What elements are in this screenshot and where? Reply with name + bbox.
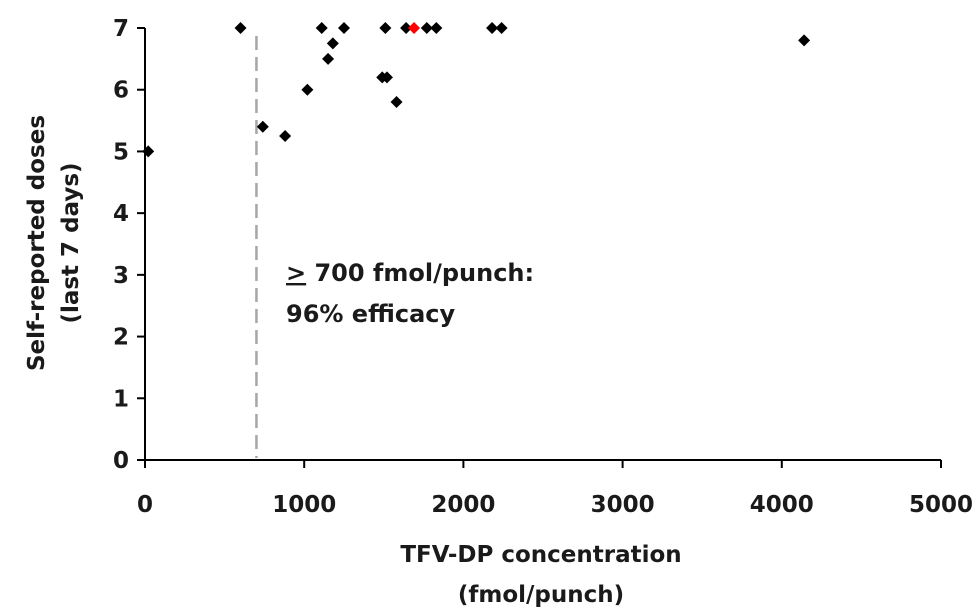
data-point [322, 52, 335, 65]
data-point [326, 37, 339, 50]
data-point [390, 96, 403, 109]
y-tick-label: 6 [113, 78, 129, 104]
y-tick-label: 0 [113, 448, 129, 474]
data-point-highlighted [408, 22, 421, 34]
x-tick-label: 0 [137, 492, 153, 518]
annotation-line-1: > 700 fmol/punch: [286, 259, 534, 287]
data-point [798, 34, 811, 47]
threshold-annotation: > 700 fmol/punch: 96% efficacy [286, 259, 534, 328]
data-point [486, 22, 499, 34]
data-point [430, 22, 443, 34]
data-point [338, 22, 350, 34]
data-point [400, 22, 413, 34]
annotation-symbol: > [286, 259, 306, 287]
data-point [301, 83, 314, 96]
x-axis-title: TFV-DP concentration (fmol/punch) [400, 542, 681, 608]
x-axis-title-line-2: (fmol/punch) [458, 582, 624, 608]
data-point [420, 22, 433, 34]
data-point [234, 22, 247, 34]
y-tick-label: 2 [113, 325, 129, 351]
annotation-line-1-text: 700 fmol/punch: [306, 259, 534, 287]
x-tick-label: 4000 [750, 492, 814, 518]
plot-area: 0 1 2 3 4 5 6 7 0 1000 2000 3000 4000 5000 [113, 16, 973, 518]
x-tick-label: 1000 [272, 492, 336, 518]
data-point [495, 22, 508, 34]
x-tick-label: 2000 [431, 492, 495, 518]
x-tick-label: 5000 [909, 492, 973, 518]
y-tick-label: 5 [113, 139, 129, 165]
data-point [279, 130, 292, 142]
y-tick-label: 3 [113, 263, 129, 289]
y-axis-title-line-2: (last 7 days) [58, 162, 84, 323]
x-axis-title-line-1: TFV-DP concentration [400, 542, 681, 568]
y-tick-label: 1 [113, 386, 129, 412]
y-tick-label: 7 [113, 16, 129, 42]
data-point [142, 145, 155, 158]
data-point [315, 22, 328, 34]
y-axis-title: Self-reported doses (last 7 days) [24, 115, 84, 371]
annotation-line-2: 96% efficacy [286, 300, 455, 328]
y-axis-title-line-1: Self-reported doses [24, 115, 50, 371]
data-point [256, 120, 269, 133]
data-point [380, 71, 393, 84]
y-tick-label: 4 [113, 201, 129, 227]
data-point [379, 22, 392, 34]
x-tick-label: 3000 [591, 492, 655, 518]
